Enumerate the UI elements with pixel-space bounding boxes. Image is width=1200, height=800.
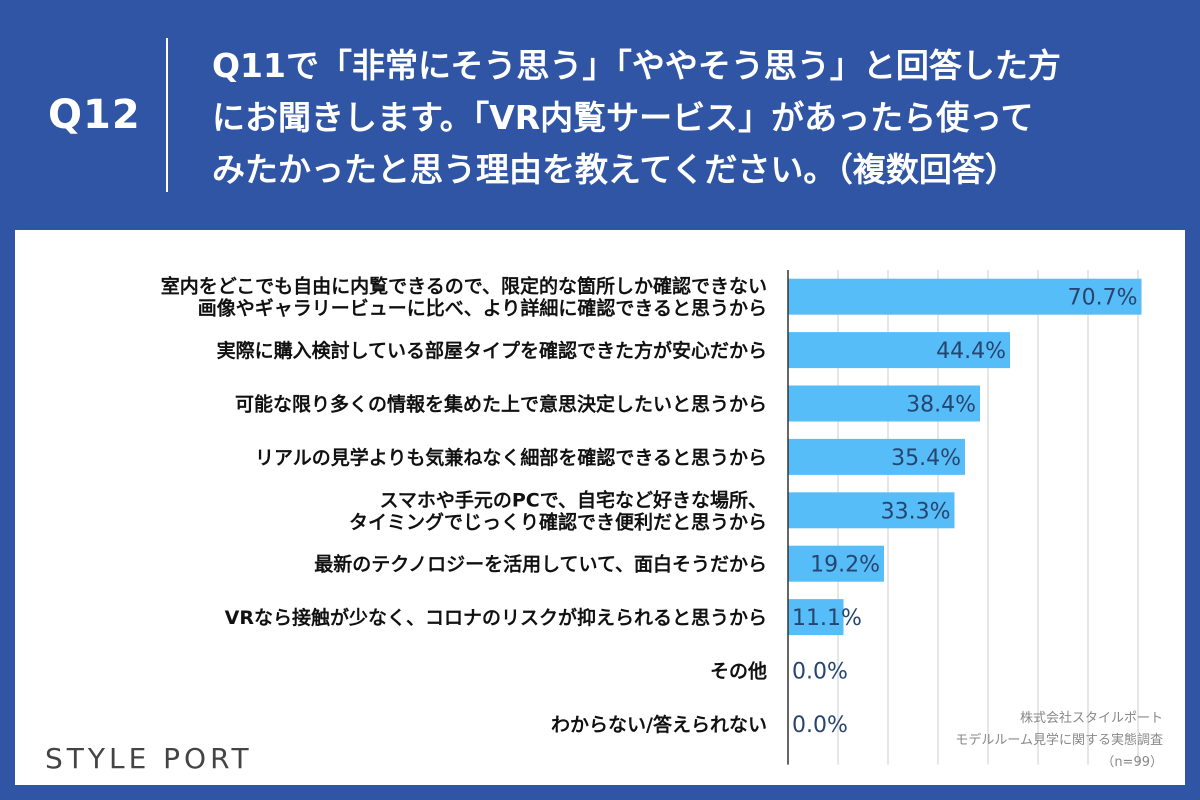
source-line: 株式会社スタイルポート xyxy=(1019,711,1163,726)
bar xyxy=(788,385,980,422)
category-label: その他 xyxy=(710,660,767,683)
category-label: 画像やギャラリービューに比べ、より詳細に確認できると思うから xyxy=(198,297,767,320)
source-note: 株式会社スタイルポート モデルルーム見学に関する実態調査 （n=99） xyxy=(955,708,1163,774)
source-line: （n=99） xyxy=(1101,755,1163,770)
style-port-logo: STYLE PORT xyxy=(45,742,253,775)
value-label: 33.3% xyxy=(881,499,951,524)
category-label: わからない/答えられない xyxy=(551,713,767,736)
source-line: モデルルーム見学に関する実態調査 xyxy=(955,733,1163,748)
value-label: 38.4% xyxy=(906,393,976,418)
bar xyxy=(788,278,1142,315)
category-label: 可能な限り多くの情報を集めた上で意思決定したいと思うから xyxy=(235,393,767,416)
header: Q12 Q11で「非常にそう思う」「ややそう思う」と回答した方 にお聞きします。… xyxy=(0,0,1200,230)
value-label: 0.0% xyxy=(792,660,848,685)
category-label: 最新のテクノロジーを活用していて、面白そうだから xyxy=(314,553,767,576)
value-label: 70.7% xyxy=(1068,286,1138,311)
bar xyxy=(788,599,844,636)
category-label: VRなら接触が少なく、コロナのリスクが抑えられると思うから xyxy=(225,606,767,629)
header-divider xyxy=(166,38,168,192)
category-label: リアルの見学よりも気兼ねなく細部を確認できると思うから xyxy=(255,446,767,469)
question-number: Q12 xyxy=(48,92,141,138)
bar-chart: 室内をどこでも自由に内覧できるので、限定的な箇所しか確認できない画像やギャラリー… xyxy=(161,270,1142,765)
bar xyxy=(788,545,884,582)
question-line: Q11で「非常にそう思う」「ややそう思う」と回答した方 xyxy=(212,46,1061,85)
category-label: 実際に購入検討している部屋タイプを確認できた方が安心だから xyxy=(217,339,767,362)
bar xyxy=(788,332,1010,369)
chart-panel: 室内をどこでも自由に内覧できるので、限定的な箇所しか確認できない 画像やギャラリー… xyxy=(15,230,1185,785)
bar xyxy=(788,492,955,529)
question-line: みたかったと思う理由を教えてください。（複数回答） xyxy=(212,150,1018,189)
value-label: 11.1% xyxy=(792,606,862,631)
question-line: にお聞きします。「VR内覧サービス」があったら使って xyxy=(212,98,1034,137)
category-label: 室内をどこでも自由に内覧できるので、限定的な箇所しか確認できない xyxy=(161,275,767,298)
value-label: 44.4% xyxy=(936,339,1006,364)
value-label: 35.4% xyxy=(891,446,961,471)
question-text: Q11で「非常にそう思う」「ややそう思う」と回答した方 にお聞きします。「VR内… xyxy=(212,40,1172,196)
category-label: スマホや手元のPCで、自宅など好きな場所、 xyxy=(379,488,767,511)
category-label: タイミングでじっくり確認でき便利だと思うから xyxy=(349,510,767,533)
bar xyxy=(788,438,965,475)
value-label: 19.2% xyxy=(810,553,880,578)
value-label: 0.0% xyxy=(792,713,848,738)
